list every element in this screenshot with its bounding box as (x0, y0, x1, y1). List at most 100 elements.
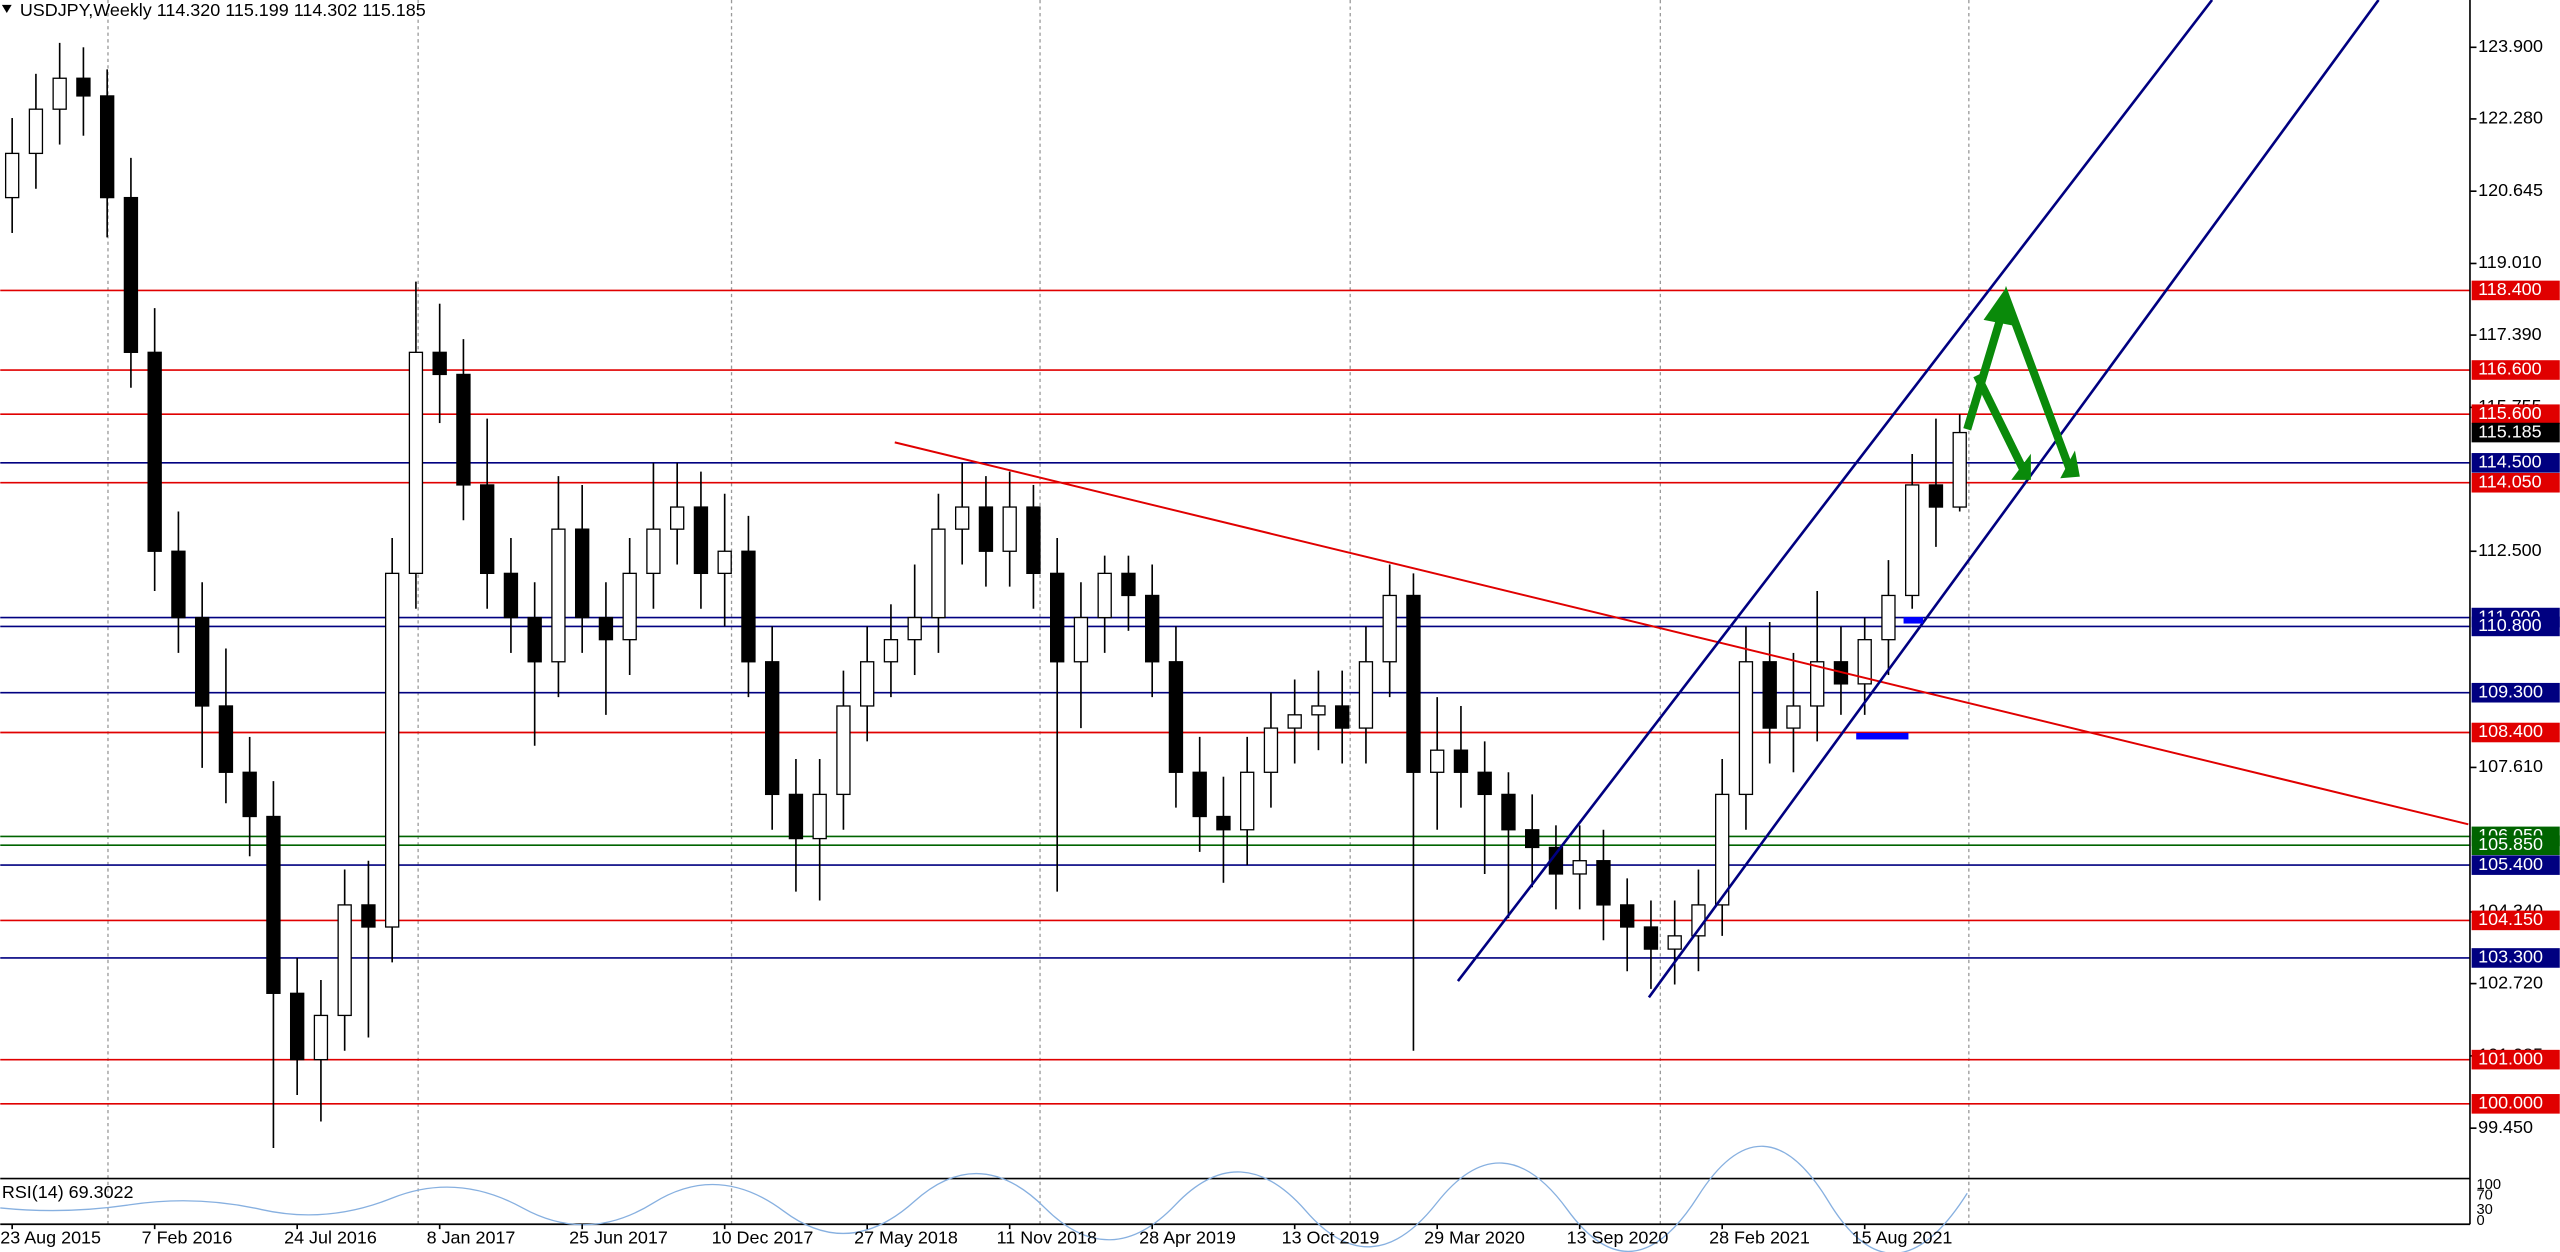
x-tick-label: 25 Jun 2017 (569, 1228, 668, 1248)
candle-body (1477, 771, 1492, 796)
level-box (2471, 360, 2560, 380)
candle-body (527, 616, 542, 663)
y-tick-label: 123.900 (2478, 36, 2543, 56)
candle-body (1857, 639, 1872, 685)
rsi-tick-label: 100 (2477, 1177, 2502, 1193)
candle-body (1810, 661, 1825, 707)
candle-body (1240, 771, 1255, 831)
candle-body (574, 528, 590, 619)
candle-body (432, 351, 447, 376)
candle-body (717, 550, 732, 575)
candle-body (883, 639, 899, 663)
candle-body (456, 373, 471, 486)
candle-body (741, 550, 756, 663)
level-box (2471, 682, 2560, 703)
candle-body (1905, 484, 1920, 597)
candle-body (812, 793, 827, 840)
x-tick-label: 23 Aug 2015 (0, 1228, 101, 1248)
level-label: 105.400 (2478, 854, 2543, 874)
candle-body (4, 152, 20, 199)
candle-body (266, 815, 281, 994)
level-label: 114.050 (2478, 471, 2542, 491)
y-tick-label: 120.645 (2478, 180, 2543, 200)
level-box (2471, 472, 2560, 493)
level-label: 104.150 (2478, 909, 2543, 929)
candle-body (1335, 705, 1350, 729)
level-box (2471, 722, 2560, 743)
candle-body (28, 108, 44, 155)
rsi-label: RSI(14) 69.3022 (2, 1182, 134, 1202)
candle-body (598, 616, 614, 641)
candle-body (1715, 793, 1730, 906)
candle-body (384, 572, 400, 928)
level-box (2471, 1049, 2560, 1070)
candle-body (1786, 705, 1801, 729)
candle-body (218, 705, 234, 773)
candle-body (1216, 815, 1231, 831)
candle-body (337, 904, 352, 1017)
x-tick-label: 29 Mar 2020 (1424, 1228, 1525, 1248)
candle-body (1738, 661, 1754, 796)
candle-body (1952, 431, 1967, 508)
x-tick-label: 15 Aug 2021 (1852, 1228, 1953, 1248)
level-box (2471, 1094, 2560, 1114)
candle-body (313, 1014, 329, 1061)
candle-body (836, 705, 851, 796)
candle-body (1287, 714, 1302, 729)
candle-body (123, 196, 139, 353)
candle-body (147, 351, 162, 552)
candle-body (931, 528, 946, 619)
candle-body (1358, 661, 1374, 729)
candle-body (551, 528, 566, 663)
x-tick-label: 11 Nov 2018 (997, 1228, 1097, 1248)
x-tick-label: 24 Jul 2016 (284, 1228, 377, 1248)
menu-arrow[interactable] (1, 4, 12, 14)
level-label: 108.400 (2478, 721, 2543, 741)
candle-body (955, 506, 970, 530)
level-label: 115.600 (2478, 403, 2542, 423)
candle-body (171, 550, 186, 619)
x-tick-label: 10 Dec 2017 (712, 1228, 814, 1248)
level-label: 118.400 (2478, 279, 2542, 299)
rsi-tick-label: 70 (2477, 1188, 2493, 1204)
level-label: 105.850 (2478, 834, 2543, 854)
x-tick-label: 13 Sep 2020 (1567, 1228, 1669, 1248)
x-tick-label: 8 Jan 2017 (427, 1228, 516, 1248)
candle-body (1050, 572, 1065, 663)
candle-body (361, 904, 376, 928)
candle-body (1002, 506, 1017, 552)
level-box (2471, 616, 2560, 637)
x-tick-label: 27 May 2018 (854, 1228, 958, 1248)
level-label: 103.300 (2478, 947, 2543, 967)
level-label: 110.800 (2478, 615, 2542, 635)
candle-body (646, 528, 661, 575)
candle-body (669, 506, 685, 530)
level-box (2471, 835, 2560, 856)
level-box (2471, 855, 2560, 875)
candle-body (1073, 616, 1089, 663)
candle-body (1525, 829, 1540, 849)
candle-body (1596, 860, 1611, 906)
candle-body (1145, 594, 1160, 663)
candle-body (622, 572, 637, 641)
candle-body (1382, 594, 1397, 663)
level-box (2471, 280, 2560, 301)
y-tick-label: 117.390 (2478, 324, 2542, 344)
levels (0, 289, 2470, 1105)
candle-body (788, 793, 804, 840)
candle-body (1881, 594, 1896, 641)
level-box (2471, 910, 2560, 931)
candle-body (408, 351, 424, 575)
y-tick-label: 99.450 (2478, 1117, 2533, 1137)
rsi-tick-label: 0 (2477, 1213, 2485, 1229)
candle-body (503, 572, 519, 619)
candle-body (52, 77, 67, 110)
rsi-line (0, 1145, 1968, 1252)
last-price-label: 115.185 (2478, 421, 2542, 441)
candle-body (1192, 771, 1207, 818)
last-price-box (2471, 422, 2560, 443)
candle-body (99, 95, 115, 199)
level-label: 100.000 (2478, 1093, 2543, 1113)
level-label: 114.500 (2478, 452, 2542, 472)
